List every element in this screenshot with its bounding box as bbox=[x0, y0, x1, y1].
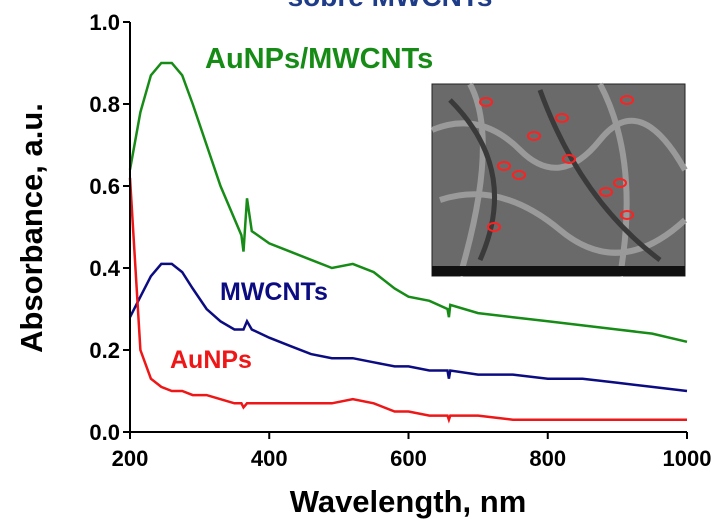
x-tick-label: 600 bbox=[390, 446, 427, 471]
series-label: MWCNTs bbox=[220, 278, 328, 306]
x-tick-label: 400 bbox=[251, 446, 288, 471]
y-tick-label: 0.4 bbox=[89, 256, 120, 281]
series-label: AuNPs bbox=[170, 346, 252, 374]
chart: sobre MWCNTs Wavelength, nm Absorbance, … bbox=[0, 0, 725, 522]
page: {"chart_data": {"type": "line", "title":… bbox=[0, 0, 725, 522]
x-tick-label: 800 bbox=[529, 446, 566, 471]
y-tick-label: 1.0 bbox=[89, 10, 120, 35]
x-tick-label: 200 bbox=[112, 446, 149, 471]
x-tick-label: 1000 bbox=[663, 446, 712, 471]
y-tick-label: 0.8 bbox=[89, 92, 120, 117]
sem-inset bbox=[432, 84, 685, 276]
y-axis-label: Absorbance, a.u. bbox=[14, 103, 49, 353]
y-tick-label: 0.2 bbox=[89, 338, 120, 363]
series-label: AuNPs/MWCNTs bbox=[205, 43, 433, 75]
y-tick-label: 0.0 bbox=[89, 420, 120, 445]
y-tick-label: 0.6 bbox=[89, 174, 120, 199]
chart-title: sobre MWCNTs bbox=[288, 0, 493, 12]
x-axis-label: Wavelength, nm bbox=[290, 484, 527, 519]
inset-info-bar bbox=[432, 266, 685, 276]
